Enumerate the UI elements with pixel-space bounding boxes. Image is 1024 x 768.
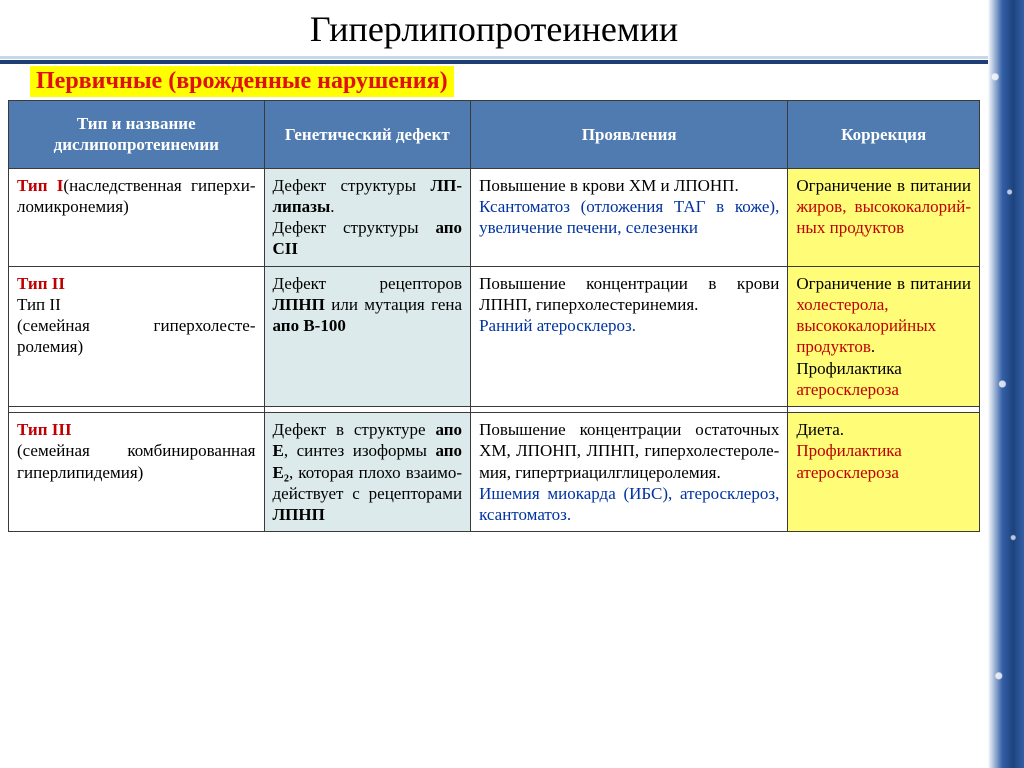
- cell-type: Тип III(семейная комбинирован­ная гиперл…: [9, 413, 265, 532]
- cell-correction: Ограничение в питании жиров, высококалор…: [788, 168, 980, 266]
- cell-type: Тип IIТип II(семейная гиперхолесте­ролем…: [9, 266, 265, 407]
- cell-correction: Ограничение в питании холестерола, высок…: [788, 266, 980, 407]
- col-header-type: Тип и название дислипопротеинемии: [9, 101, 265, 169]
- table-row: Тип III(семейная комбинирован­ная гиперл…: [9, 413, 980, 532]
- slide-subtitle: Первичные (врожденные нарушения): [30, 66, 454, 97]
- cell-defect: Дефект рецепторов ЛПНП или мутация гена …: [264, 266, 471, 407]
- hyperlipo-table: Тип и название дислипопротеинемии Генети…: [8, 100, 980, 532]
- col-header-manif: Проявления: [471, 101, 788, 169]
- divider: [0, 60, 988, 64]
- cell-defect: Дефект в структуре апо E, синтез изо­фор…: [264, 413, 471, 532]
- cell-type: Тип I(наследственная гиперхи­ломикронеми…: [9, 168, 265, 266]
- divider: [0, 56, 988, 59]
- col-header-defect: Генетический дефект: [264, 101, 471, 169]
- decorative-edge: [988, 0, 1024, 768]
- cell-manifestations: Повышение концентрации в крови ЛПНП, гип…: [471, 266, 788, 407]
- col-header-corr: Коррекция: [788, 101, 980, 169]
- table-row: Тип IIТип II(семейная гиперхолесте­ролем…: [9, 266, 980, 407]
- cell-defect: Дефект структуры ЛП-липазы.Дефект структ…: [264, 168, 471, 266]
- slide-title: Гиперлипопротеинемии: [0, 8, 988, 50]
- cell-manifestations: Повышение концентрации остаточных ХМ, ЛП…: [471, 413, 788, 532]
- cell-correction: Диета.Профилактика атеросклероза: [788, 413, 980, 532]
- table-row: Тип I(наследственная гиперхи­ломикронеми…: [9, 168, 980, 266]
- cell-manifestations: Повышение в крови ХМ и ЛПОНП.Ксантоматоз…: [471, 168, 788, 266]
- table-header-row: Тип и название дислипопротеинемии Генети…: [9, 101, 980, 169]
